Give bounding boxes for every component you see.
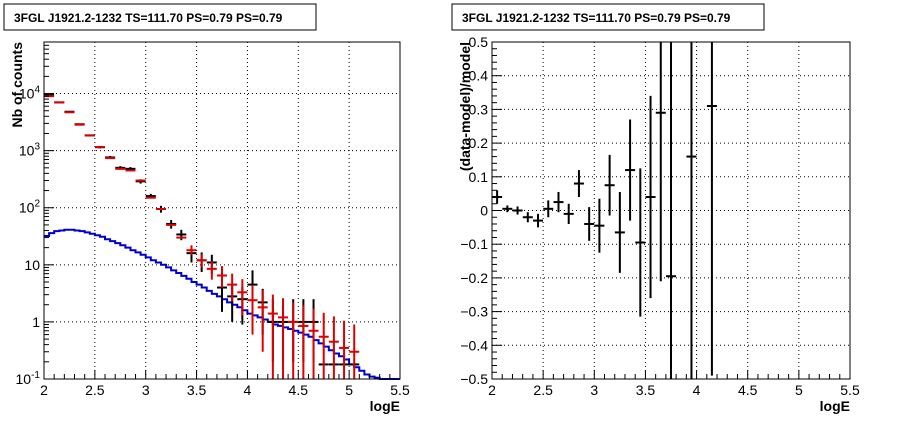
- counts-pad-background: [0, 0, 449, 421]
- residual-y-tick-label: −0.2: [460, 270, 488, 286]
- residual-x-tick-label: 3.5: [636, 382, 656, 398]
- residual-y-tick-label: 0.5: [469, 34, 489, 50]
- residual-ticks: 2 2.5 3 3.5 4 4.5 5 5.5 −0.5 −0.4 −0.3 −0.2 −0.1 0 0.1…: [460, 34, 860, 398]
- counts-y-tick-label: 1: [32, 314, 40, 330]
- counts-x-tick-label: 4: [244, 382, 252, 398]
- residual-y-tick-label: −0.4: [460, 337, 488, 353]
- counts-marks: [44, 93, 400, 380]
- residual-title-frame: [451, 3, 765, 31]
- counts-title-box: 3FGL J1921.2-1232 TS=111.70 PS=0.79 PS=0…: [3, 3, 317, 31]
- residual-x-tick-label: 5: [795, 382, 803, 398]
- counts-x-tick-label: 4.5: [289, 382, 309, 398]
- counts-grid: [44, 42, 400, 379]
- residual-y-tick-label: −0.3: [460, 304, 488, 320]
- counts-x-tick-label: 2.5: [85, 382, 105, 398]
- counts-x-tick-label: 3.5: [187, 382, 207, 398]
- residual-y-tick-label: −0.1: [460, 236, 488, 252]
- residual-pad-background: [449, 0, 898, 421]
- residual-panel: 2 2.5 3 3.5 4 4.5 5 5.5 −0.5 −0.4 −0.3 −0.2 −0.1 0 0.1…: [449, 0, 898, 421]
- residual-y-tick-label: −0.5: [460, 371, 488, 387]
- residual-x-tick-label: 4.5: [738, 382, 758, 398]
- residual-y-tick-label: 0.2: [469, 135, 489, 151]
- residual-y-axis-label: (data-model)/model: [457, 42, 473, 171]
- residual-y-tick-label: 0.3: [469, 101, 489, 117]
- residual-x-tick-label: 2.5: [533, 382, 553, 398]
- residual-grid: [492, 42, 850, 379]
- counts-title-frame: [3, 3, 317, 31]
- residual-y-tick-label: 0.1: [469, 169, 489, 185]
- residual-title-box: 3FGL J1921.2-1232 TS=111.70 PS=0.79 PS=0…: [451, 3, 765, 31]
- residual-x-tick-label: 2: [488, 382, 496, 398]
- counts-y-tick-label: 10: [24, 257, 40, 273]
- residual-marks: [492, 42, 717, 379]
- residual-x-tick-label: 5.5: [840, 382, 860, 398]
- counts-x-tick-label: 2: [40, 382, 48, 398]
- residual-x-tick-label: 4: [693, 382, 701, 398]
- residual-x-tick-label: 3: [590, 382, 598, 398]
- residual-y-tick-label: 0.4: [469, 68, 489, 84]
- counts-x-tick-label: 5: [345, 382, 353, 398]
- residual-x-axis-label: logE: [820, 398, 850, 414]
- residual-y-tick-label: 0: [480, 203, 488, 219]
- counts-x-axis-label: logE: [370, 398, 400, 414]
- counts-y-axis-label: Nb of counts: [9, 42, 25, 128]
- counts-x-tick-label: 5.5: [390, 382, 410, 398]
- counts-x-tick-label: 3: [142, 382, 150, 398]
- counts-title: 3FGL J1921.2-1232 TS=111.70 PS=0.79 PS=0…: [14, 11, 283, 25]
- residual-title: 3FGL J1921.2-1232 TS=111.70 PS=0.79 PS=0…: [462, 11, 731, 25]
